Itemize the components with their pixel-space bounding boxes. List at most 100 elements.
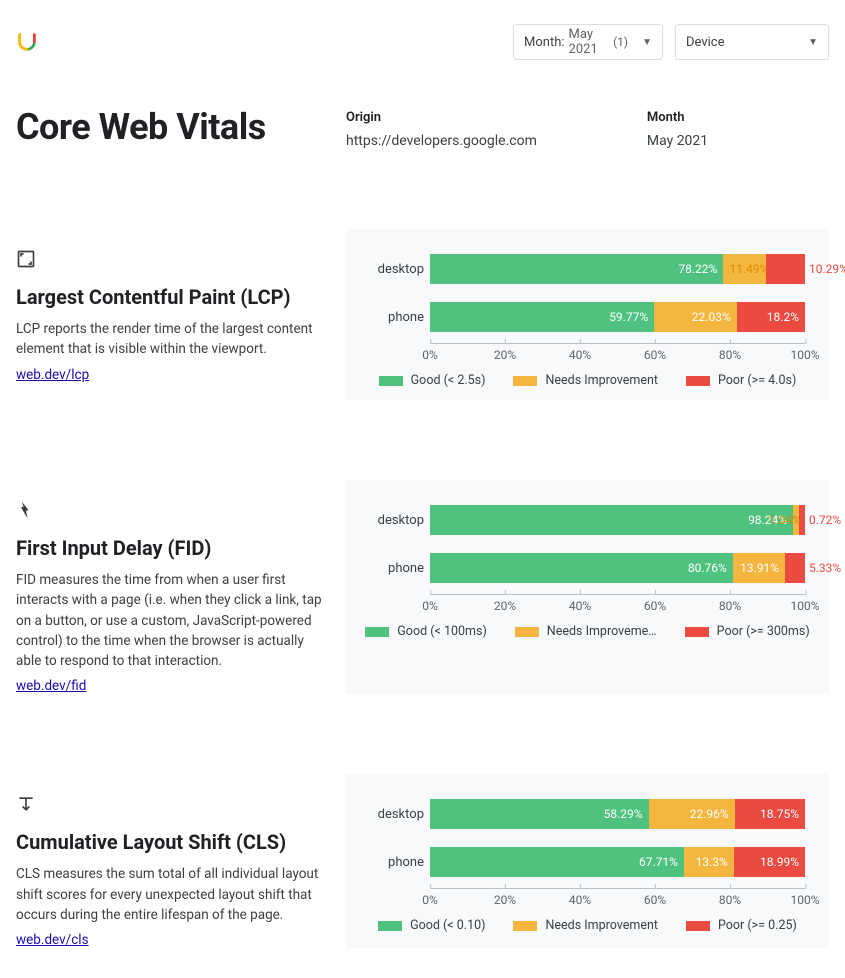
- bar-category-label: phone: [360, 310, 424, 325]
- legend-item-good: Good (< 100ms): [365, 624, 487, 639]
- device-filter-label: Device: [686, 35, 725, 50]
- legend-label: Good (< 2.5s): [411, 373, 486, 388]
- metrics-container: Largest Contentful Paint (LCP) LCP report…: [16, 229, 829, 948]
- bar-track: 80.76% 13.91%5.33%: [430, 553, 805, 583]
- month-label: Month: [647, 110, 708, 125]
- bar-seg-good: 58.29%: [430, 799, 649, 829]
- meta-month: Month May 2021: [647, 110, 708, 149]
- bar-category-label: desktop: [360, 807, 424, 822]
- chevron-down-icon: ▼: [642, 37, 652, 48]
- topbar: Month: May 2021 (1) ▼ Device ▼: [16, 20, 829, 64]
- chevron-down-icon: ▼: [808, 37, 818, 48]
- bar-value-needs: 11.49%: [729, 262, 768, 276]
- bar-row-phone: phone80.76%13.91%5.33%: [430, 550, 805, 586]
- bar-seg-poor: 10.29%: [766, 254, 805, 284]
- bar-seg-needs: 13.91%: [733, 553, 785, 583]
- bar-seg-good: 80.76%: [430, 553, 733, 583]
- metric-link[interactable]: web.dev/lcp: [16, 367, 89, 383]
- origin-label: Origin: [346, 110, 537, 125]
- bar-row-phone: phone59.77%22.03%18.2%: [430, 299, 805, 335]
- axis-tick: 100%: [790, 889, 819, 907]
- bar-value-poor: 0.72%: [809, 513, 841, 527]
- bar-seg-good: 67.71%: [430, 847, 684, 877]
- x-axis: 0%20%40%60%80%100%: [430, 888, 805, 910]
- page-title: Core Web Vitals: [16, 106, 346, 149]
- bar-value-needs: 22.96%: [690, 807, 729, 821]
- metric-description: First Input Delay (FID)FID measures the …: [16, 480, 346, 694]
- metric-desc-text: CLS measures the sum total of all indivi…: [16, 864, 326, 925]
- bar-seg-needs: 11.49%: [723, 254, 766, 284]
- axis-tick: 20%: [494, 344, 516, 362]
- legend-label: Poor (>= 4.0s): [718, 373, 796, 388]
- logo-icon: [16, 31, 38, 53]
- bar-value-good: 80.76%: [688, 561, 727, 575]
- chart-panel: desktop58.29%22.96%18.75%phone67.71%13.3…: [346, 774, 829, 948]
- metric-fid: First Input Delay (FID)FID measures the …: [16, 480, 829, 694]
- bar-row-desktop: desktop58.29%22.96%18.75%: [430, 796, 805, 832]
- legend-item-needs: Needs Improvement: [513, 373, 658, 388]
- bar-seg-good: 98.24%: [430, 505, 793, 535]
- month-filter-dropdown[interactable]: Month: May 2021 (1) ▼: [513, 24, 663, 60]
- title-row: Core Web Vitals Origin https://developer…: [16, 106, 829, 149]
- bar-value-good: 67.71%: [639, 855, 678, 869]
- bar-row-desktop: desktop78.22%11.49%10.29%: [430, 251, 805, 287]
- axis-tick: 20%: [494, 595, 516, 613]
- bar-seg-good: 78.22%: [430, 254, 723, 284]
- metric-link[interactable]: web.dev/fid: [16, 678, 86, 694]
- chart-legend: Good (< 0.10)Needs ImprovementPoor (>= 0…: [360, 918, 815, 933]
- axis-tick: 40%: [569, 595, 591, 613]
- bar-seg-poor: 18.75%: [735, 799, 805, 829]
- bar-seg-poor: 18.99%: [734, 847, 805, 877]
- metric-link[interactable]: web.dev/cls: [16, 932, 89, 948]
- axis-tick: 80%: [719, 889, 741, 907]
- legend-item-poor: Poor (>= 300ms): [685, 624, 810, 639]
- bar-seg-good: 59.77%: [430, 302, 654, 332]
- legend-item-good: Good (< 2.5s): [379, 373, 486, 388]
- legend-item-good: Good (< 0.10): [378, 918, 485, 933]
- bar-track: 59.77% 22.03% 18.2%: [430, 302, 805, 332]
- axis-tick: 60%: [644, 889, 666, 907]
- bar-value-poor: 5.33%: [809, 561, 841, 575]
- metric-desc-text: FID measures the time from when a user f…: [16, 570, 326, 671]
- month-filter-count: (1): [613, 35, 628, 49]
- bar-value-needs: 22.03%: [692, 310, 731, 324]
- legend-label: Good (< 0.10): [410, 918, 485, 933]
- bar-row-phone: phone67.71%13.3%18.99%: [430, 844, 805, 880]
- bar-category-label: desktop: [360, 262, 424, 277]
- bar-seg-poor: 5.33%: [785, 553, 805, 583]
- metric-title: Cumulative Layout Shift (CLS): [16, 830, 326, 854]
- bar-seg-needs: 13.3%: [684, 847, 734, 877]
- legend-swatch: [685, 627, 709, 637]
- chart-panel: desktop98.24%1.04%0.72%phone80.76%13.91%…: [346, 480, 829, 694]
- device-filter-dropdown[interactable]: Device ▼: [675, 24, 829, 60]
- bar-category-label: phone: [360, 561, 424, 576]
- axis-tick: 40%: [569, 889, 591, 907]
- legend-swatch: [513, 376, 537, 386]
- axis-tick: 0%: [422, 889, 438, 907]
- bar-track: 78.22% 11.49%10.29%: [430, 254, 805, 284]
- bar-value-poor: 18.2%: [767, 310, 799, 324]
- bar-seg-poor: 0.72%: [799, 505, 805, 535]
- metric-lcp: Largest Contentful Paint (LCP) LCP report…: [16, 229, 829, 400]
- bar-value-poor: 18.75%: [760, 807, 799, 821]
- meta-block: Origin https://developers.google.com Mon…: [346, 106, 708, 149]
- bar-seg-poor: 18.2%: [737, 302, 805, 332]
- legend-label: Needs Improvement: [545, 373, 658, 388]
- legend-label: Needs Improveme…: [547, 624, 657, 639]
- axis-tick: 20%: [494, 889, 516, 907]
- axis-tick: 0%: [422, 595, 438, 613]
- axis-tick: 60%: [644, 344, 666, 362]
- bar-value-needs: 1.04%: [769, 513, 801, 527]
- legend-item-poor: Poor (>= 4.0s): [686, 373, 796, 388]
- metric-title: Largest Contentful Paint (LCP): [16, 285, 326, 309]
- legend-swatch: [378, 921, 402, 931]
- legend-swatch: [513, 921, 537, 931]
- chart-legend: Good (< 2.5s) Needs Improvement Poor (>= 4…: [360, 373, 815, 388]
- metric-desc-text: LCP reports the render time of the large…: [16, 319, 326, 360]
- legend-label: Good (< 100ms): [397, 624, 487, 639]
- bar-value-needs: 13.3%: [696, 855, 728, 869]
- legend-swatch: [686, 376, 710, 386]
- bar-track: 98.24%1.04%0.72%: [430, 505, 805, 535]
- origin-value: https://developers.google.com: [346, 133, 537, 149]
- bar-value-poor: 10.29%: [809, 262, 845, 276]
